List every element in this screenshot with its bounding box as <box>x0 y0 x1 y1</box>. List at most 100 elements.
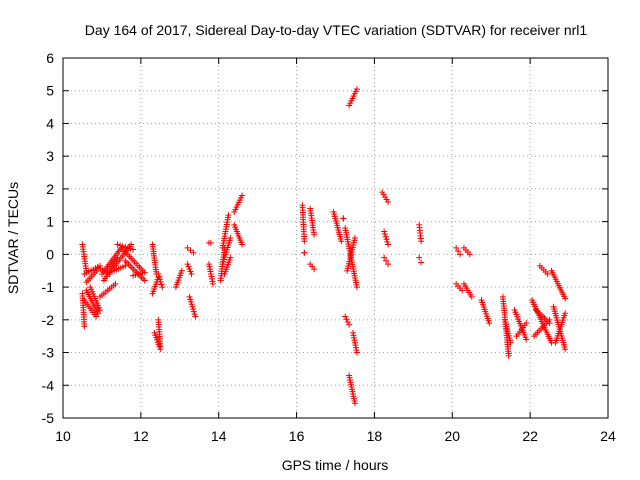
data-point <box>93 313 100 320</box>
data-point <box>523 336 530 343</box>
x-tick-label: 18 <box>367 428 383 444</box>
data-point <box>338 238 345 245</box>
data-points <box>79 86 569 407</box>
x-tick-labels: 10 12 14 16 18 20 22 24 <box>55 428 616 444</box>
data-point <box>353 284 360 291</box>
data-point <box>468 293 475 300</box>
y-tick-label: -4 <box>42 377 55 393</box>
data-point <box>383 257 390 264</box>
data-point <box>455 248 462 255</box>
x-axis-label: GPS time / hours <box>282 457 389 473</box>
plot-frame <box>62 57 609 419</box>
data-point <box>141 269 148 276</box>
y-tick-label: -3 <box>42 345 55 361</box>
y-tick-label: 0 <box>46 246 54 262</box>
data-point <box>351 400 358 407</box>
axis-ticks <box>62 57 609 419</box>
data-point <box>114 241 121 248</box>
data-point <box>157 343 164 349</box>
data-point <box>418 259 425 266</box>
data-point <box>156 276 163 283</box>
data-point <box>239 192 246 199</box>
data-point <box>157 278 164 285</box>
data-point <box>128 241 135 248</box>
y-axis-label: SDTVAR / TECUs <box>5 182 21 294</box>
data-point <box>459 287 466 294</box>
data-point <box>127 245 134 252</box>
data-point <box>301 249 308 256</box>
data-point <box>227 254 234 261</box>
data-point <box>353 86 360 93</box>
data-point <box>507 339 514 346</box>
x-tick-label: 20 <box>444 428 460 444</box>
data-point <box>342 313 349 320</box>
data-point <box>385 261 392 268</box>
data-point <box>486 320 493 327</box>
data-point <box>382 233 389 240</box>
data-point <box>227 235 234 241</box>
data-point <box>124 244 131 251</box>
data-point <box>385 199 392 205</box>
data-point <box>155 271 162 277</box>
grid-lines <box>63 58 608 418</box>
data-point <box>385 241 392 248</box>
data-point <box>190 249 197 256</box>
data-point <box>225 212 232 219</box>
data-point <box>343 316 350 323</box>
data-point <box>344 319 351 325</box>
data-point <box>239 241 246 248</box>
chart-title: Day 164 of 2017, Sidereal Day-to-day VTE… <box>85 22 588 38</box>
data-point <box>112 280 119 287</box>
data-point <box>562 346 569 353</box>
data-point <box>346 321 353 328</box>
y-tick-label: -2 <box>42 312 55 328</box>
data-point <box>207 239 214 246</box>
data-point <box>141 277 148 284</box>
data-point <box>416 254 423 261</box>
data-point <box>453 244 460 251</box>
data-point <box>192 313 199 320</box>
data-point <box>383 236 390 243</box>
data-point <box>381 228 388 235</box>
x-tick-label: 14 <box>211 428 227 444</box>
data-point <box>130 246 137 253</box>
data-point <box>505 352 512 359</box>
data-point <box>381 254 388 261</box>
data-point <box>353 349 360 356</box>
x-tick-label: 16 <box>289 428 305 444</box>
x-tick-label: 24 <box>600 428 616 444</box>
y-tick-label: -5 <box>42 410 55 426</box>
data-point <box>178 267 185 274</box>
data-point <box>311 231 318 238</box>
data-point <box>351 235 358 241</box>
data-point <box>381 231 388 238</box>
data-point <box>159 284 166 291</box>
y-tick-label: 6 <box>46 50 54 66</box>
data-point <box>523 320 530 327</box>
data-point <box>384 238 391 245</box>
data-point <box>209 280 216 287</box>
y-tick-label: 1 <box>46 214 54 230</box>
y-tick-label: 4 <box>46 115 54 131</box>
data-point <box>301 238 308 245</box>
y-tick-label: 3 <box>46 148 54 164</box>
y-tick-label: -1 <box>42 279 55 295</box>
data-point <box>562 310 569 317</box>
data-point <box>562 295 569 302</box>
data-point <box>418 238 425 245</box>
data-point <box>156 273 163 280</box>
data-point <box>546 320 553 327</box>
data-point <box>340 215 347 222</box>
data-point <box>457 251 464 258</box>
data-point <box>158 281 165 288</box>
x-tick-label: 22 <box>522 428 538 444</box>
data-point <box>81 323 88 330</box>
data-point <box>188 271 195 277</box>
y-tick-labels: -5 -4 -3 -2 -1 0 1 2 3 4 5 6 <box>42 50 55 426</box>
x-tick-label: 12 <box>133 428 149 444</box>
y-tick-label: 5 <box>46 83 54 99</box>
y-tick-label: 2 <box>46 181 54 197</box>
data-point <box>544 271 551 277</box>
data-point <box>96 307 103 313</box>
